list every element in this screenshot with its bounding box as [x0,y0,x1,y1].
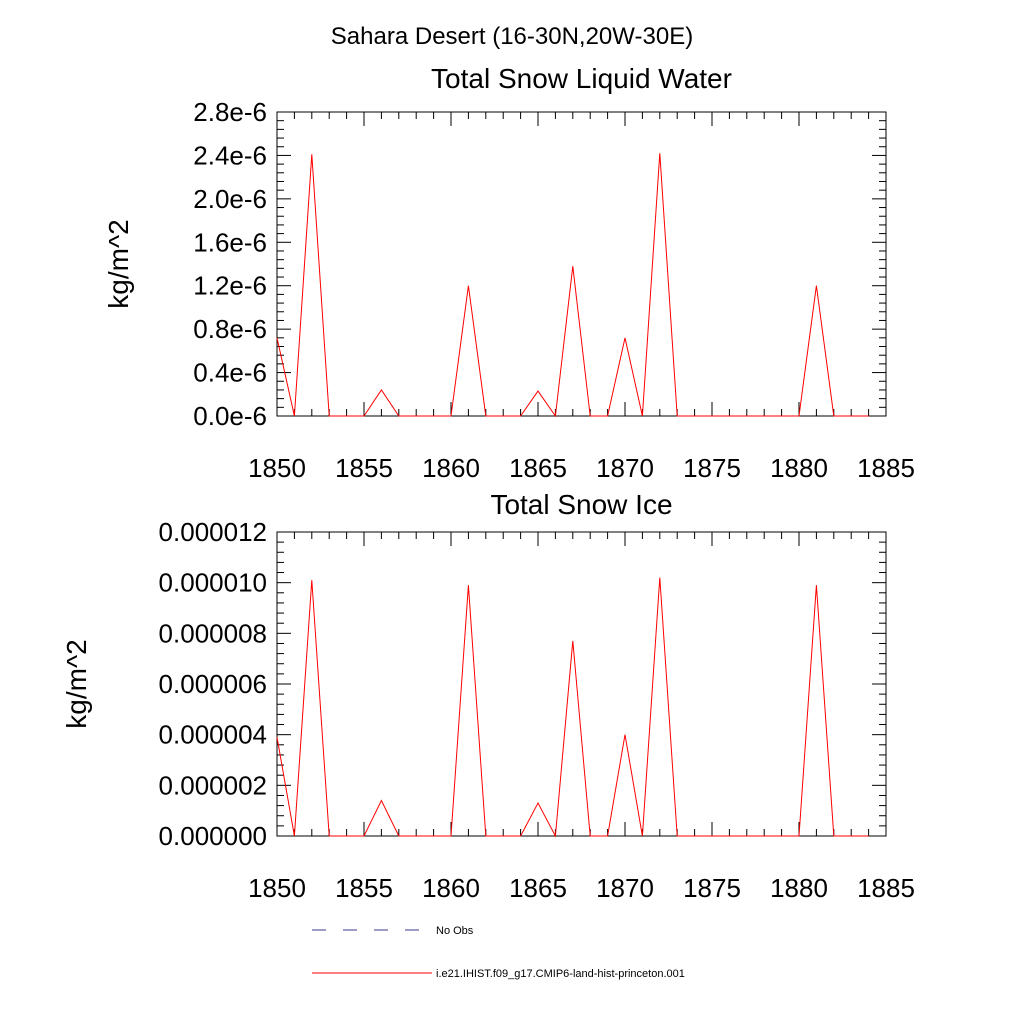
x-tick-label: 1865 [509,873,567,903]
snow-liquid-water-panel: Total Snow Liquid Water 1850 1855 1860 1865 1… [103,63,915,483]
y-axis-label: kg/m^2 [61,639,92,728]
y-tick-label: 0.000010 [159,568,267,598]
y-tick-label: 0.000000 [159,821,267,851]
y-tick-label: 2.0e-6 [193,184,267,214]
legend-no-obs-label: No Obs [436,925,474,937]
chart-title: Total Snow Liquid Water [431,63,732,94]
y-tick-label: 0.4e-6 [193,358,267,388]
x-tick-label: 1860 [422,453,480,483]
legend-model-label: i.e21.IHIST.f09_g17.CMIP6-land-hist-prin… [436,968,685,980]
x-tick-label: 1880 [770,453,828,483]
y-tick-label: 0.000006 [159,669,267,699]
x-tick-label: 1860 [422,873,480,903]
y-tick-label: 1.2e-6 [193,271,267,301]
x-tick-label: 1880 [770,873,828,903]
y-tick-label: 0.000004 [159,720,267,750]
plot-frame [276,111,887,417]
x-tick-label: 1885 [857,453,915,483]
y-tick-label: 0.000012 [159,517,267,547]
plot-frame [276,531,887,837]
x-tick-label: 1855 [335,873,393,903]
series-line [276,153,869,418]
x-tick-label: 1870 [596,873,654,903]
page-title: Sahara Desert (16-30N,20W-30E) [331,23,693,50]
x-tick-label: 1875 [683,453,741,483]
y-tick-label: 0.8e-6 [193,314,267,344]
x-tick-label: 1875 [683,873,741,903]
x-tick-label: 1870 [596,453,654,483]
y-axis-label: kg/m^2 [103,219,134,308]
x-tick-label: 1850 [248,873,306,903]
x-tick-label: 1855 [335,453,393,483]
y-tick-label: 2.8e-6 [193,97,267,127]
y-tick-label: 0.000008 [159,618,267,648]
x-tick-label: 1885 [857,873,915,903]
y-tick-label: 0.000002 [159,770,267,800]
x-tick-label: 1850 [248,453,306,483]
y-tick-label: 1.6e-6 [193,227,267,257]
chart-title: Total Snow Ice [490,489,672,520]
y-tick-label: 0.0e-6 [193,401,267,431]
y-tick-label: 2.4e-6 [193,140,267,170]
snow-ice-panel: Total Snow Ice 1850 1855 1860 1865 1870 1875 18… [61,489,915,903]
x-tick-label: 1865 [509,453,567,483]
legend: No Obs i.e21.IHIST.f09_g17.CMIP6-land-hi… [312,925,685,980]
series-line [276,577,869,838]
